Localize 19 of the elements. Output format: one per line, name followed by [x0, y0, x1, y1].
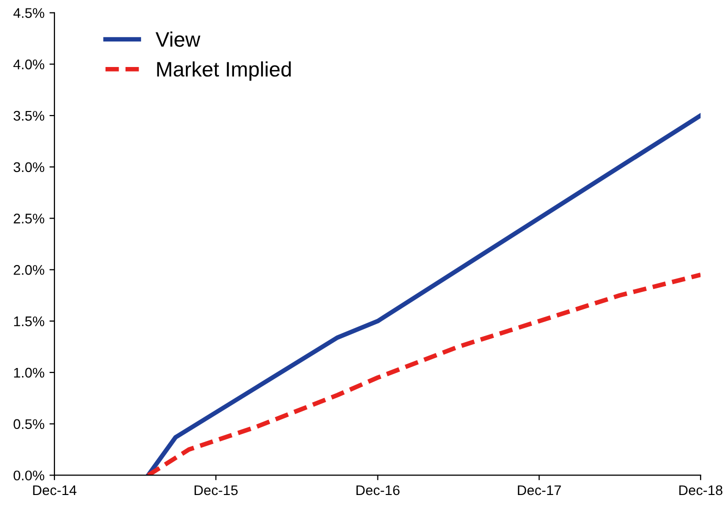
x-tick-label: Dec-18: [679, 485, 722, 496]
y-tick-label: 4.5%: [13, 8, 44, 18]
y-tick-label: 0.5%: [14, 419, 44, 430]
y-tick-label: 1.0%: [14, 368, 44, 378]
y-tick-label: 0.0%: [14, 470, 44, 480]
y-tick-label: 3.0%: [14, 162, 44, 172]
y-tick-label: 4.0%: [13, 59, 44, 70]
y-tick-label: 2.5%: [14, 214, 44, 224]
y-tick-label: 3.5%: [14, 110, 44, 121]
line-series: [146, 272, 701, 476]
x-tick-label: Dec-17: [518, 485, 561, 496]
line-series: [146, 113, 701, 476]
y-tick-label: 2.0%: [14, 265, 44, 275]
legend-label: Market Implied: [157, 61, 291, 81]
y-tick-label: 1.5%: [14, 316, 44, 326]
x-tick-label: Dec-14: [33, 485, 76, 496]
x-tick-label: Dec-16: [356, 485, 400, 496]
x-tick-label: Dec-15: [194, 485, 238, 496]
legend-label: View: [156, 32, 200, 47]
